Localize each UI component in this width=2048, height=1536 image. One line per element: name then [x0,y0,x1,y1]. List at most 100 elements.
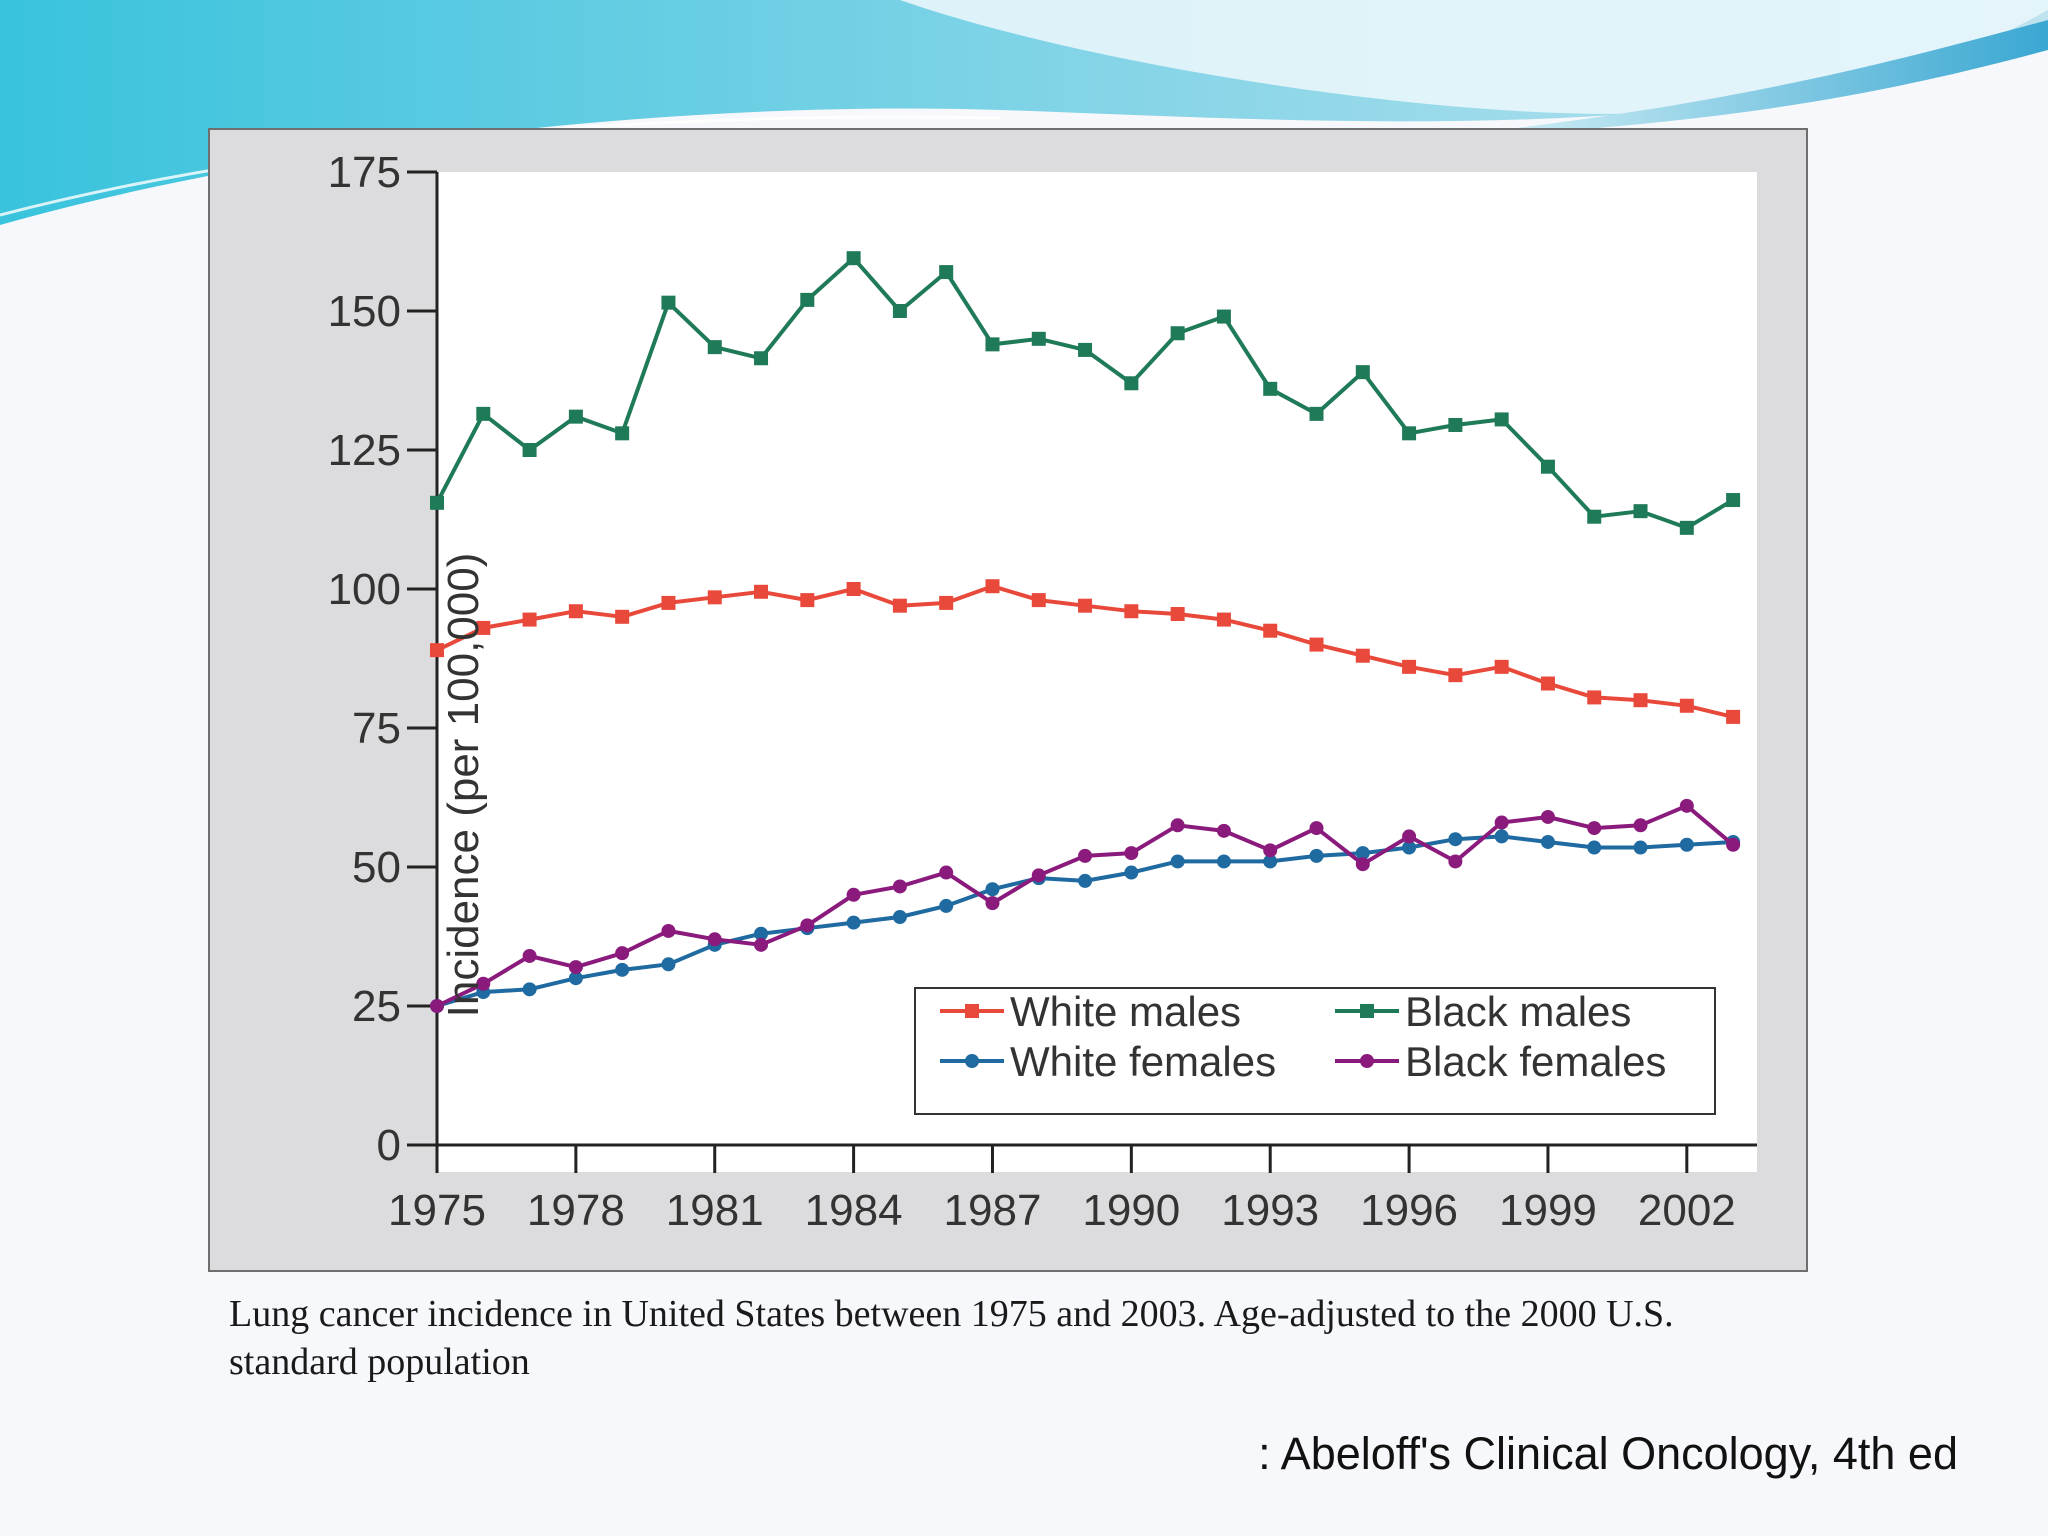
series-white-females [430,829,1741,1013]
data-point [1078,873,1093,888]
y-tick-label: 175 [328,148,401,197]
y-axis-label: Incidence (per 100,000) [439,553,488,1018]
data-point [985,882,1000,897]
x-tick-label: 1990 [1082,1186,1180,1235]
data-point [1448,854,1463,869]
data-point [1216,309,1231,324]
legend-item: White females [940,1038,1276,1085]
data-point [476,976,491,991]
x-tick-label: 1993 [1221,1186,1319,1235]
data-point [522,612,537,627]
data-point [568,604,583,619]
data-point [1355,846,1370,861]
data-point [939,595,954,610]
data-point [1679,520,1694,535]
data-point [522,948,537,963]
data-point [1124,865,1139,880]
data-point [1494,829,1509,844]
legend-box [914,987,1716,1115]
data-point [1402,426,1417,441]
data-point [892,879,907,894]
data-point [1402,840,1417,855]
data-point [1078,598,1093,613]
series-black-females [430,798,1741,1013]
data-point [1031,593,1046,608]
legend-item: Black males [1335,988,1631,1035]
data-point [1309,637,1324,652]
x-tick-label: 1999 [1499,1186,1597,1235]
data-point [1679,798,1694,813]
data-point [939,865,954,880]
data-point [1587,690,1602,705]
data-point [892,598,907,613]
data-point [1309,821,1324,836]
data-point [615,426,630,441]
data-point [892,910,907,925]
x-tick-label: 1975 [388,1186,486,1235]
data-point [1309,848,1324,863]
data-point [707,340,722,355]
data-point [568,971,583,986]
data-point [1402,659,1417,674]
data-point [1355,648,1370,663]
data-point [615,609,630,624]
data-point [754,351,769,366]
data-point [800,918,815,933]
legend-swatch-marker [1360,1054,1374,1068]
data-point [1679,698,1694,713]
data-point [800,593,815,608]
x-tick-label: 1996 [1360,1186,1458,1235]
data-point [1170,326,1185,341]
data-point [430,495,444,510]
data-point [939,898,954,913]
x-tick-label: 1981 [666,1186,764,1235]
data-point [1309,406,1324,421]
data-point [1633,693,1648,708]
data-point [846,915,861,930]
data-point [1540,809,1555,824]
data-point [1355,365,1370,380]
data-point [985,337,1000,352]
data-point [1494,412,1509,427]
y-tick-label: 150 [328,287,401,336]
data-point [568,960,583,975]
x-tick-label: 1987 [944,1186,1042,1235]
legend-label: White females [1010,1038,1276,1085]
data-point [1587,509,1602,524]
data-point [1587,840,1602,855]
legend-swatch-marker [965,1054,979,1068]
data-point [846,887,861,902]
chart-panel: 0 25 50 75 100 125 150 175 1975 1978 1981 1984 1987 1… [208,128,1808,1272]
legend-label: White males [1010,988,1241,1035]
figure-caption: Lung cancer incidence in United States b… [229,1293,1674,1383]
data-point [754,584,769,599]
data-point [661,923,676,938]
data-point [1124,376,1139,391]
data-point [1402,829,1417,844]
data-point [1355,857,1370,872]
data-point [1078,848,1093,863]
data-point [1540,459,1555,474]
data-point [1633,504,1648,519]
data-point [476,406,491,421]
data-point [568,409,583,424]
y-tick-label: 0 [377,1121,401,1170]
y-tick-label: 125 [328,426,401,475]
data-point [522,982,537,997]
x-tick-label: 1984 [805,1186,903,1235]
data-point [1263,854,1278,869]
data-point [1587,821,1602,836]
data-point [985,896,1000,911]
data-point [1633,818,1648,833]
legend-swatch-marker [1360,1004,1374,1018]
series-white-males [430,579,1741,724]
data-point [1170,854,1185,869]
data-point [939,265,954,280]
data-point [1124,604,1139,619]
data-point [985,579,1000,594]
data-point [615,946,630,961]
data-point [707,932,722,947]
y-tick-label: 100 [328,565,401,614]
data-point [522,443,537,457]
